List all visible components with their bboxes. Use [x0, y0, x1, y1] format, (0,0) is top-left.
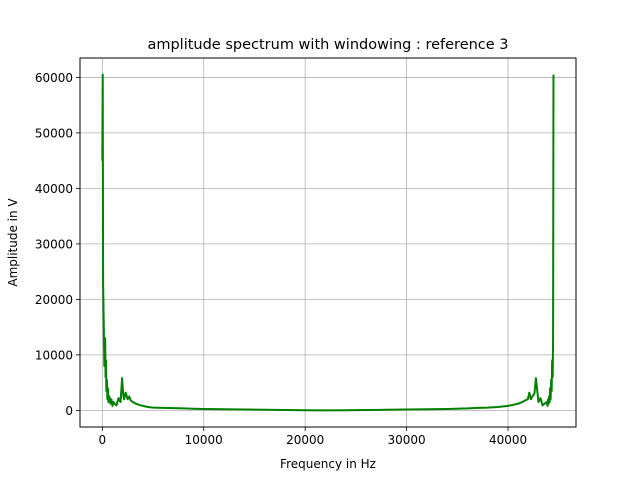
x-tick-label: 40000: [489, 433, 527, 447]
plot-area: [101, 73, 555, 412]
axes-frame: [79, 57, 577, 428]
spectrum-line: [101, 73, 555, 412]
x-tick-label: 20000: [286, 433, 324, 447]
x-axis-label: Frequency in Hz: [280, 457, 376, 471]
y-tick-label: 50000: [35, 126, 73, 140]
y-tick-label: 0: [65, 404, 73, 418]
y-tick-label: 20000: [35, 293, 73, 307]
x-tick-label: 0: [98, 433, 106, 447]
y-tick-label: 30000: [35, 237, 73, 251]
chart-title: amplitude spectrum with windowing : refe…: [147, 37, 508, 53]
y-axis-label: Amplitude in V: [6, 198, 20, 287]
y-tick-label: 10000: [35, 348, 73, 362]
x-tick-label: 10000: [185, 433, 223, 447]
x-axis-ticks: 0 10000 20000 30000 40000: [98, 427, 527, 447]
x-tick-label: 30000: [388, 433, 426, 447]
y-tick-label: 40000: [35, 182, 73, 196]
y-tick-label: 60000: [35, 71, 73, 85]
y-axis-ticks: 0 10000 20000 30000 40000 50000 60000: [35, 71, 80, 418]
